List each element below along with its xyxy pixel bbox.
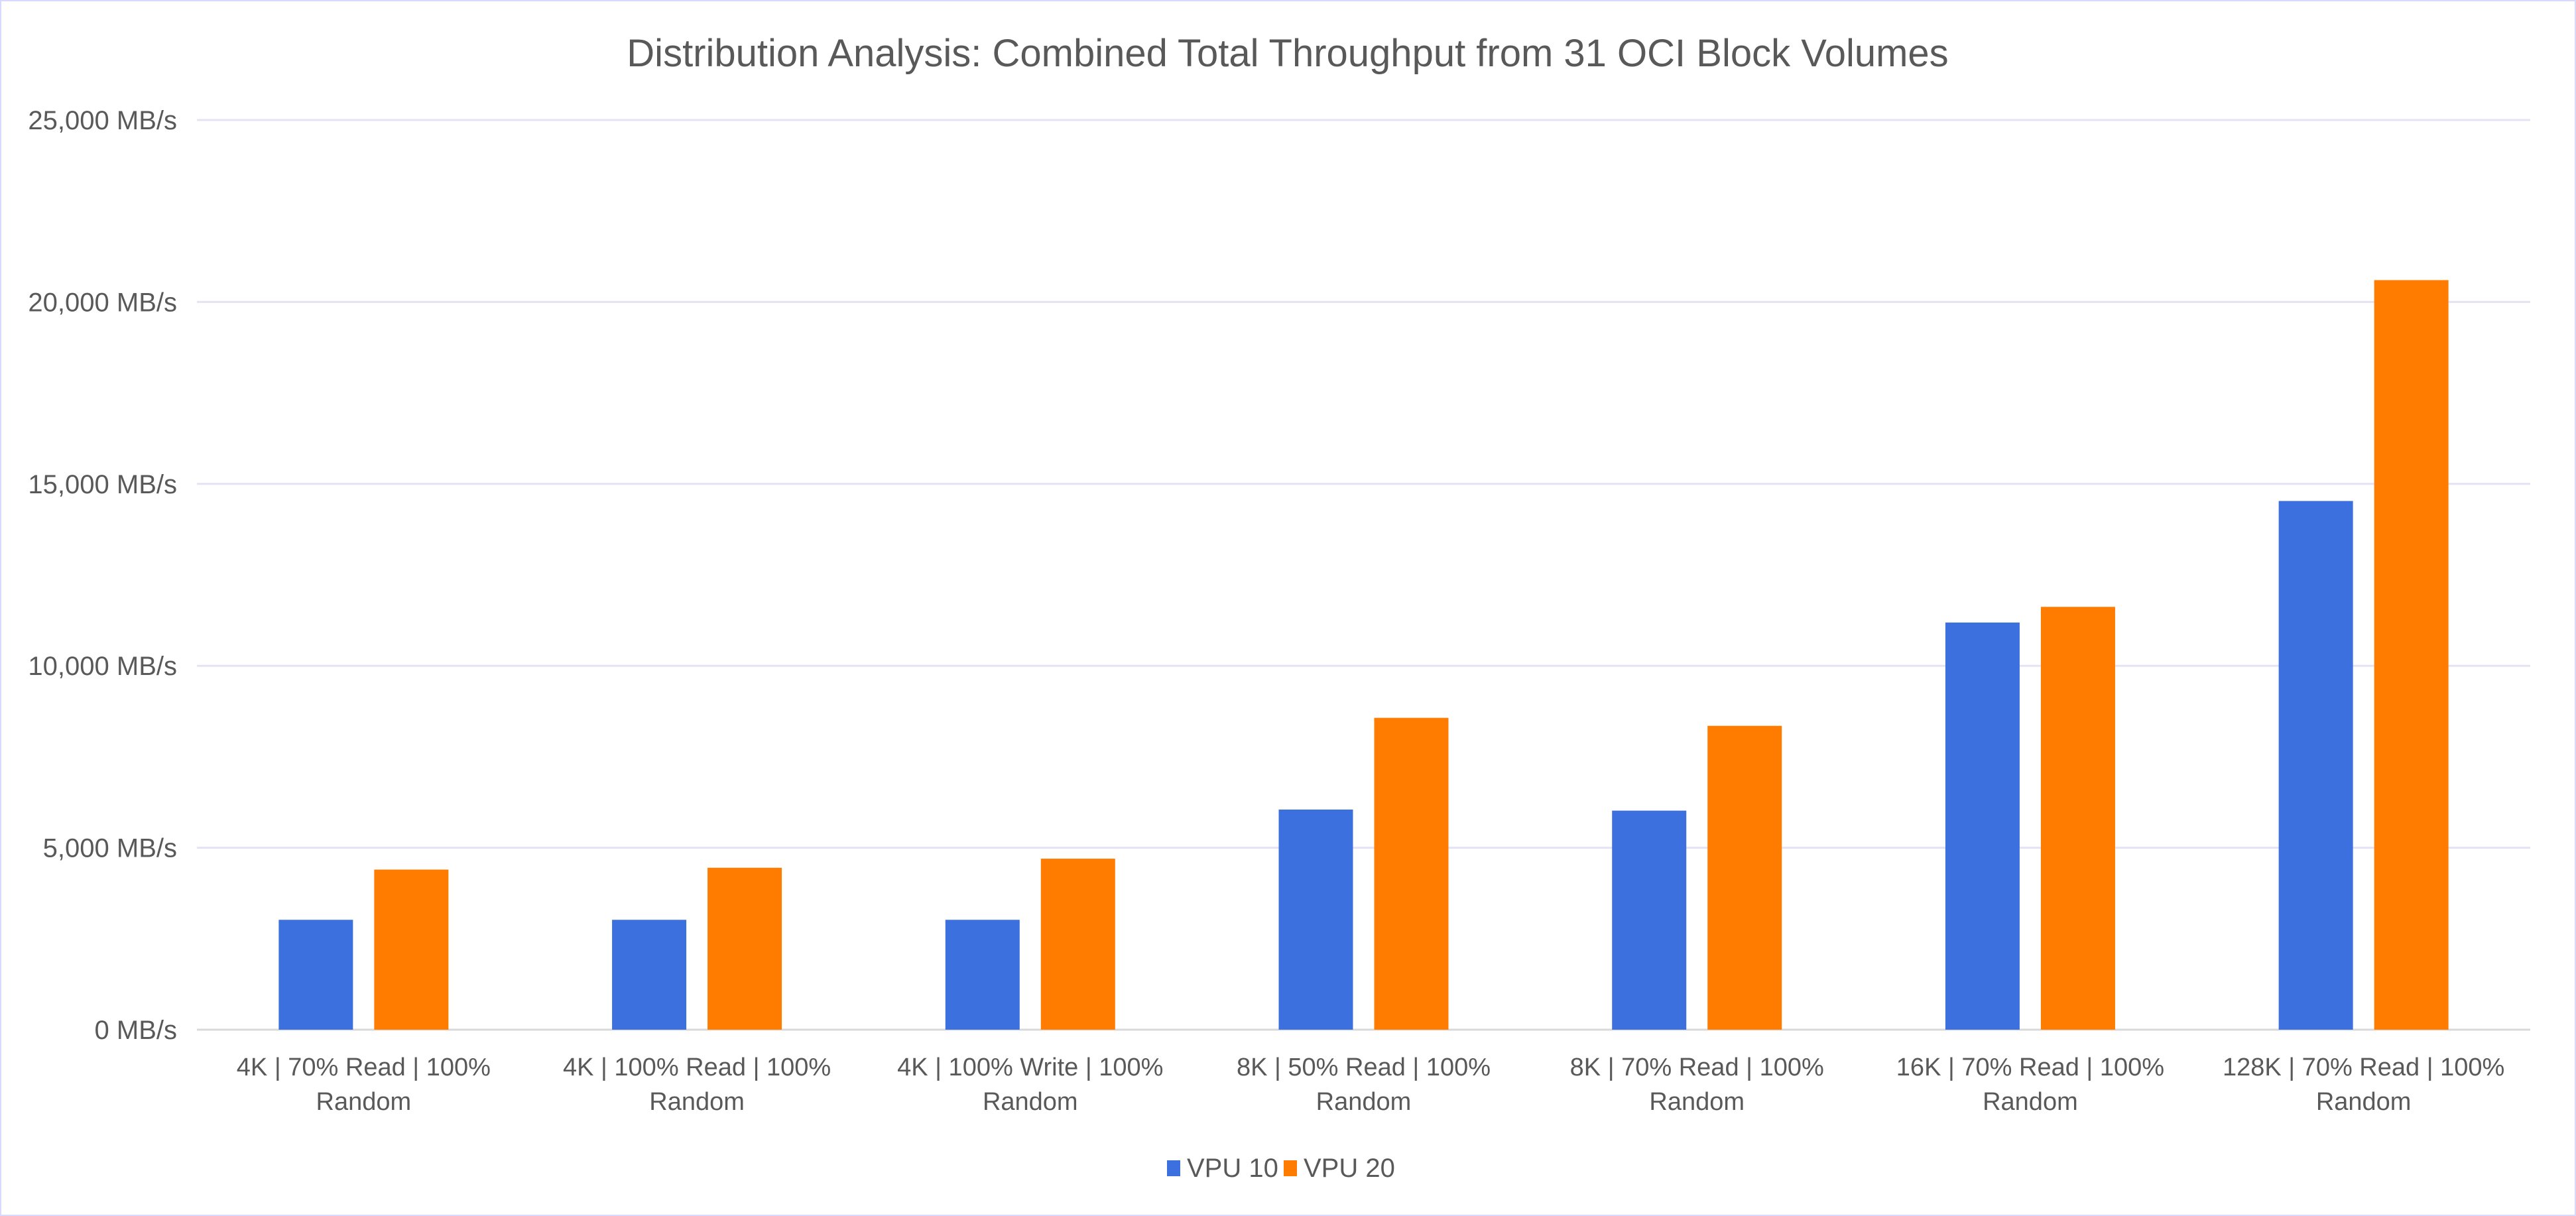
legend-label: VPU 20	[1304, 1154, 1395, 1183]
bar-vpu-10	[1278, 809, 1353, 1030]
x-tick-label: 4K | 100% Write | 100%	[897, 1054, 1163, 1081]
bar-vpu-10	[2278, 501, 2353, 1030]
bar-vpu-10	[1945, 622, 2020, 1030]
x-tick-label: Random	[983, 1088, 1078, 1116]
x-tick-label: 128K | 70% Read | 100%	[2223, 1054, 2504, 1081]
bar-vpu-10	[612, 920, 687, 1030]
x-tick-label: Random	[1983, 1088, 2078, 1116]
legend-swatch	[1284, 1160, 1297, 1176]
y-tick-label: 5,000 MB/s	[43, 834, 177, 863]
x-tick-label: Random	[649, 1088, 745, 1116]
x-tick-label: 8K | 50% Read | 100%	[1237, 1054, 1491, 1081]
legend-label: VPU 10	[1187, 1154, 1278, 1183]
legend-swatch	[1167, 1160, 1180, 1176]
bar-vpu-20	[707, 867, 782, 1030]
bar-vpu-20	[2374, 280, 2449, 1030]
bar-vpu-10	[278, 920, 353, 1030]
x-tick-label: Random	[2316, 1088, 2412, 1116]
x-tick-label: 4K | 100% Read | 100%	[563, 1054, 831, 1081]
x-tick-label: 8K | 70% Read | 100%	[1570, 1054, 1824, 1081]
x-tick-label: Random	[1316, 1088, 1412, 1116]
chart-title: Distribution Analysis: Combined Total Th…	[627, 32, 1948, 75]
x-tick-label: Random	[1649, 1088, 1745, 1116]
bar-vpu-20	[1374, 717, 1449, 1030]
bar-vpu-20	[1040, 859, 1115, 1030]
x-tick-label: Random	[316, 1088, 412, 1116]
y-tick-label: 10,000 MB/s	[28, 652, 177, 681]
bar-vpu-20	[374, 869, 449, 1030]
y-tick-label: 20,000 MB/s	[28, 288, 177, 317]
bar-vpu-10	[945, 920, 1020, 1030]
bar-vpu-20	[2040, 607, 2115, 1030]
y-tick-label: 15,000 MB/s	[28, 470, 177, 499]
x-tick-label: 4K | 70% Read | 100%	[237, 1054, 491, 1081]
bar-vpu-20	[1707, 725, 1782, 1030]
legend: VPU 10 VPU 20	[1167, 1154, 1395, 1183]
y-tick-label: 0 MB/s	[95, 1016, 177, 1045]
x-tick-label: 16K | 70% Read | 100%	[1896, 1054, 2164, 1081]
bar-vpu-10	[1612, 810, 1687, 1030]
y-tick-label: 25,000 MB/s	[28, 106, 177, 135]
